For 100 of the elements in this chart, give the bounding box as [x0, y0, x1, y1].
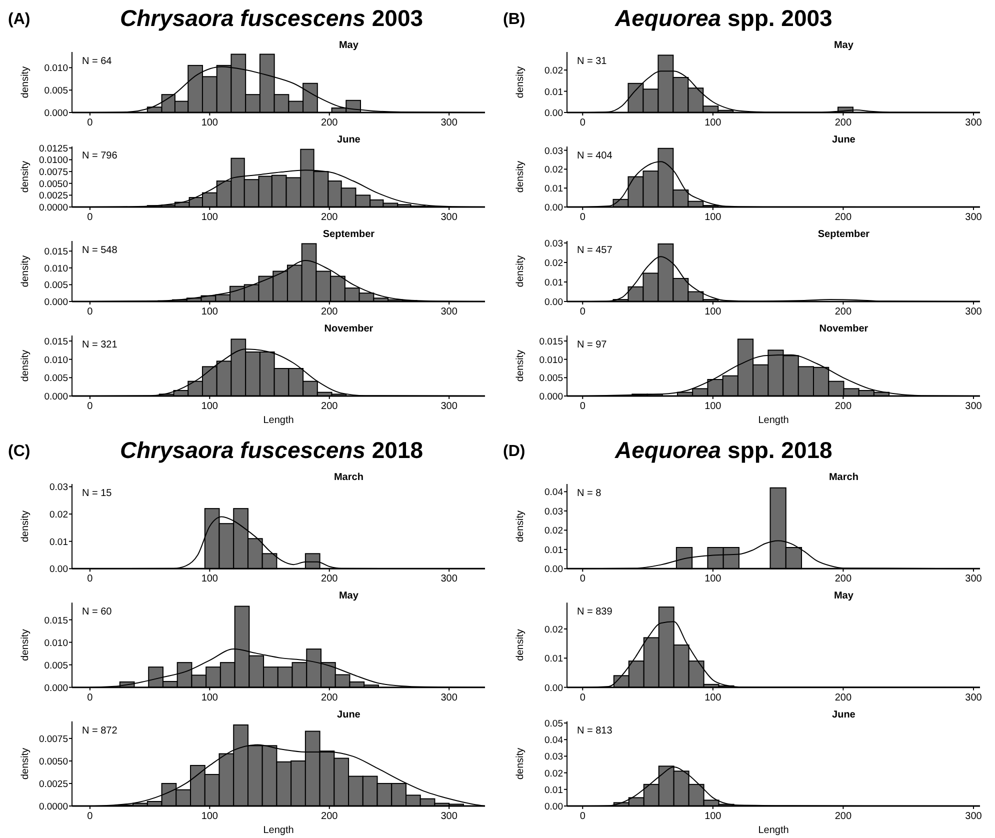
annotation: N = 8 [577, 488, 602, 499]
x-tick-label: 100 [704, 692, 722, 704]
y-axis-title: density [20, 510, 31, 542]
y-tick-label: 0.010 [44, 638, 68, 649]
x-tick-label: 100 [201, 212, 218, 223]
x-tick-label: 300 [965, 118, 982, 128]
y-tick-label: 0.05 [544, 718, 563, 730]
x-tick-label: 300 [440, 811, 458, 822]
x-tick-label: 100 [201, 118, 218, 128]
y-tick-label: 0.04 [544, 735, 563, 746]
y-tick-label: 0.015 [539, 336, 563, 348]
y-tick-label: 0.02 [544, 164, 563, 176]
y-tick-label: 0.02 [50, 510, 68, 521]
y-tick-label: 0.015 [44, 615, 68, 626]
annotation: N = 548 [82, 245, 118, 256]
x-tick-label: 0 [87, 692, 94, 704]
chart-title: May [834, 590, 854, 602]
y-tick-label: 0.02 [544, 66, 563, 77]
x-tick-label: 200 [834, 811, 852, 822]
y-tick-label: 0.02 [544, 258, 563, 269]
x-tick-label: 200 [321, 574, 338, 585]
x-axis-title: Length [263, 415, 294, 426]
x-tick-label: 200 [321, 692, 338, 704]
x-axis-title: Length [758, 825, 789, 836]
x-tick-label: 0 [87, 306, 94, 318]
y-tick-label: 0.00 [544, 564, 563, 576]
y-tick-label: 0.015 [44, 336, 68, 348]
y-tick-label: 0.04 [544, 487, 563, 498]
y-axis-title: density [515, 748, 526, 780]
x-tick-label: 0 [580, 811, 586, 822]
y-tick-label: 0.03 [544, 752, 563, 763]
y-tick-label: 0.0125 [38, 143, 68, 154]
y-tick-label: 0.010 [44, 63, 68, 74]
x-tick-label: 0 [87, 401, 94, 412]
text: (A) [8, 11, 30, 28]
x-tick-label: 300 [440, 574, 458, 585]
y-tick-label: 0.005 [44, 373, 68, 384]
chart-title: March [334, 472, 364, 483]
y-tick-label: 0.005 [539, 373, 563, 384]
x-tick-label: 100 [704, 306, 722, 318]
x-tick-label: 200 [834, 306, 852, 318]
y-tick-label: 0.0075 [38, 734, 68, 745]
x-tick-label: 0 [580, 401, 586, 412]
y-tick-label: 0.03 [544, 238, 563, 250]
y-tick-label: 0.01 [50, 536, 68, 548]
x-tick-label: 300 [965, 401, 982, 412]
annotation: N = 15 [82, 488, 112, 499]
y-axis-title: density [20, 350, 31, 382]
y-tick-label: 0.00 [544, 682, 563, 694]
x-tick-label: 200 [834, 692, 852, 704]
annotation: N = 872 [82, 725, 118, 736]
y-tick-label: 0.000 [539, 392, 563, 402]
y-tick-label: 0.0025 [38, 190, 68, 202]
x-tick-label: 100 [201, 306, 218, 318]
text: Aequorea spp. 2018 [614, 437, 833, 463]
x-tick-label: 0 [87, 118, 94, 128]
x-tick-label: 200 [321, 306, 338, 318]
x-tick-label: 300 [965, 811, 982, 822]
x-tick-label: 0 [87, 212, 94, 223]
y-axis-title: density [515, 160, 526, 193]
x-tick-label: 0 [580, 306, 586, 318]
chart-title: June [337, 709, 361, 720]
y-tick-label: 0.010 [44, 354, 68, 366]
y-tick-label: 0.02 [544, 768, 563, 780]
y-tick-label: 0.000 [44, 297, 68, 308]
y-tick-label: 0.0025 [38, 778, 68, 790]
y-axis-title: density [20, 160, 31, 193]
x-tick-label: 300 [440, 692, 458, 704]
chart-title: June [337, 134, 361, 146]
y-tick-label: 0.015 [44, 246, 68, 258]
y-tick-label: 0.000 [44, 392, 68, 402]
x-tick-label: 0 [87, 811, 94, 822]
x-tick-label: 100 [704, 118, 722, 128]
y-tick-label: 0.00 [544, 802, 563, 812]
chart-title: November [324, 324, 374, 334]
chart-title: June [832, 134, 856, 146]
chart-title: May [834, 40, 854, 51]
y-tick-label: 0.02 [544, 526, 563, 537]
y-tick-label: 0.02 [544, 624, 563, 636]
x-tick-label: 100 [201, 574, 218, 585]
y-tick-label: 0.03 [50, 482, 68, 494]
y-tick-label: 0.0000 [38, 202, 68, 214]
x-tick-label: 300 [965, 574, 982, 585]
x-tick-label: 200 [321, 811, 338, 822]
x-tick-label: 100 [704, 212, 722, 223]
x-tick-label: 200 [321, 401, 338, 412]
y-tick-label: 0.000 [44, 682, 68, 694]
y-tick-label: 0.00 [544, 202, 563, 214]
text: (C) [8, 443, 30, 460]
y-tick-label: 0.01 [544, 184, 563, 195]
annotation: N = 404 [577, 150, 613, 162]
y-tick-label: 0.0100 [38, 155, 68, 166]
x-tick-label: 100 [201, 692, 218, 704]
x-axis-title: Length [758, 415, 789, 426]
y-axis-title: density [515, 510, 526, 542]
x-axis-title: Length [263, 825, 294, 836]
x-tick-label: 300 [440, 401, 458, 412]
y-tick-label: 0.03 [544, 146, 563, 157]
x-tick-label: 200 [321, 118, 338, 128]
y-tick-label: 0.01 [544, 277, 563, 288]
